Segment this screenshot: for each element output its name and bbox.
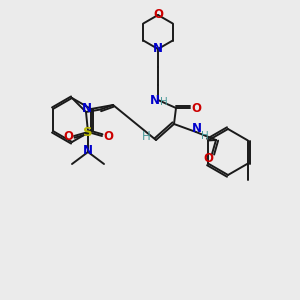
Text: O: O bbox=[63, 130, 73, 143]
Text: H: H bbox=[160, 97, 168, 107]
Text: N: N bbox=[153, 43, 163, 56]
Text: O: O bbox=[153, 8, 163, 22]
Text: H: H bbox=[142, 130, 150, 142]
Text: N: N bbox=[192, 122, 202, 136]
Text: N: N bbox=[150, 94, 160, 106]
Text: N: N bbox=[83, 145, 93, 158]
Text: S: S bbox=[83, 125, 93, 139]
Text: O: O bbox=[191, 101, 201, 115]
Text: O: O bbox=[103, 130, 113, 143]
Text: N: N bbox=[82, 103, 92, 116]
Text: H: H bbox=[201, 131, 209, 141]
Text: O: O bbox=[203, 152, 213, 166]
